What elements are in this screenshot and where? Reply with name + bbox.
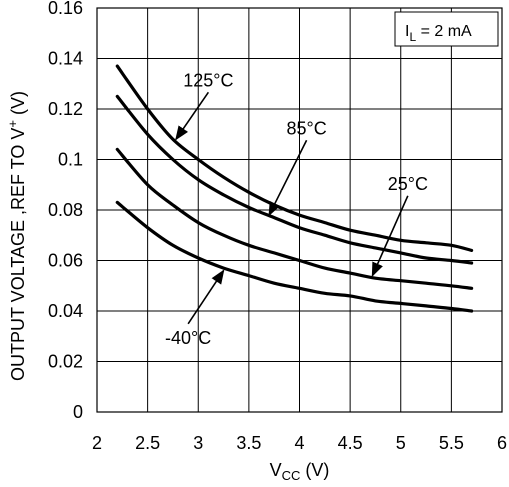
- x-tick-label: 3.5: [236, 433, 261, 453]
- y-axis-label: OUTPUT VOLTAGE ,REF TO V+ (V): [5, 91, 28, 381]
- series-line-125c: [115, 64, 474, 252]
- y-tick-label: 0.14: [48, 49, 83, 69]
- x-axis-label-unit: (V): [300, 460, 329, 480]
- y-tick-label: 0.06: [48, 251, 83, 271]
- y-tick-label: 0.12: [48, 99, 83, 119]
- condition-label-rest: = 2 mA: [416, 23, 472, 40]
- x-tick-label: 2: [92, 433, 102, 453]
- x-tick-label: 4.5: [338, 433, 363, 453]
- x-tick-label: 2.5: [135, 433, 160, 453]
- y-tick-label: 0.1: [58, 150, 83, 170]
- x-axis-label-main: V: [270, 460, 282, 480]
- x-tick-label: 5: [396, 433, 406, 453]
- series-label: 125°C: [183, 70, 233, 90]
- x-tick-label: 6: [497, 433, 507, 453]
- y-tick-label: 0.02: [48, 352, 83, 372]
- y-axis-label-main: OUTPUT VOLTAGE ,REF TO V: [8, 128, 28, 381]
- y-tick-label: 0.08: [48, 200, 83, 220]
- condition-label-main: I: [405, 23, 409, 40]
- series-line-25c: [115, 147, 474, 290]
- y-axis-label-unit: (V): [8, 91, 28, 120]
- series-label: -40°C: [165, 328, 211, 348]
- x-axis-label-sub: CC: [282, 468, 301, 483]
- y-tick-label: 0: [73, 402, 83, 422]
- y-axis-label-sup: +: [5, 120, 20, 128]
- annotation-arrow: [175, 91, 210, 141]
- series-line--40c: [115, 200, 474, 313]
- series-annotations: 125°C 85°C 25°C -40°C: [165, 70, 428, 348]
- series-lines: [115, 64, 474, 313]
- grid: [97, 8, 502, 412]
- y-tick-label: 0.16: [48, 0, 83, 18]
- series-label: 85°C: [286, 118, 326, 138]
- series-line-85c: [115, 94, 474, 265]
- x-tick-label: 5.5: [439, 433, 464, 453]
- annotation-arrow: [268, 139, 308, 217]
- x-tick-label: 4: [294, 433, 304, 453]
- condition-box-frame: [394, 11, 499, 47]
- annotation-arrow: [371, 195, 409, 277]
- condition-label-sub: L: [409, 30, 416, 44]
- plot-frame: [96, 7, 503, 413]
- condition-label: IL = 2 mA: [405, 23, 472, 44]
- tick-labels: 2 2.5 3 3.5 4 4.5 5 5.5 6 0 0.02 0.04 0.06 0.08 0.1 0.1…: [48, 0, 507, 453]
- y-tick-label: 0.04: [48, 301, 83, 321]
- series-label: 25°C: [388, 174, 428, 194]
- x-tick-label: 3: [193, 433, 203, 453]
- annotation-arrow: [187, 269, 225, 325]
- x-axis-label: VCC (V): [270, 460, 330, 483]
- condition-box: IL = 2 mA: [394, 11, 499, 47]
